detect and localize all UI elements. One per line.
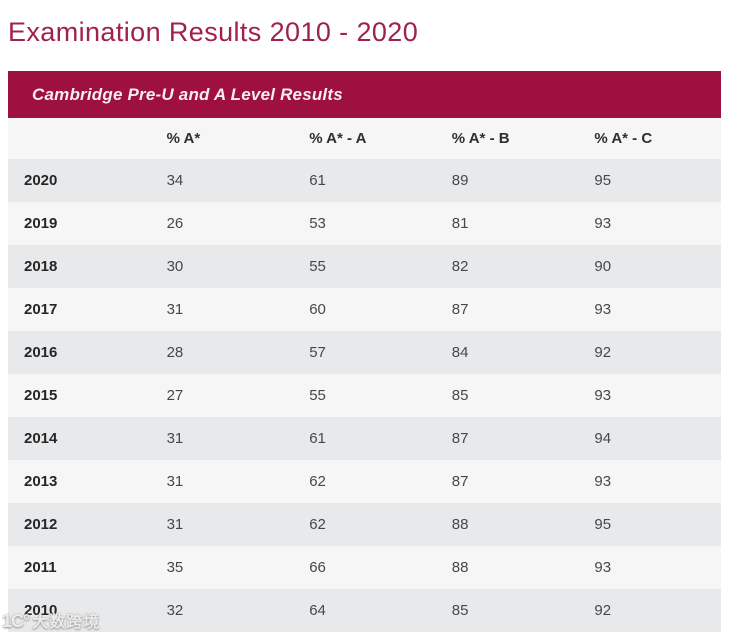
- row-value: 87: [451, 430, 469, 448]
- row-year: 2014: [24, 430, 58, 448]
- row-value: 81: [451, 215, 469, 233]
- row-value: 55: [309, 258, 326, 276]
- row-value: 27: [166, 387, 184, 405]
- row-value: 89: [451, 172, 469, 190]
- row-value: 31: [166, 473, 184, 491]
- row-value: 82: [451, 258, 469, 276]
- column-header-year: [8, 118, 151, 159]
- column-header-b: % A* - B: [451, 130, 510, 148]
- row-value: 87: [451, 301, 469, 319]
- row-year: 2010: [24, 602, 58, 620]
- row-value: 31: [166, 430, 184, 448]
- row-value: 57: [309, 344, 326, 362]
- row-value: 31: [166, 301, 184, 319]
- table-row: 2019 26 53 81 93: [8, 202, 721, 246]
- row-value: 85: [451, 387, 469, 405]
- table-caption-band: Cambridge Pre-U and A Level Results: [8, 71, 721, 119]
- row-value: 31: [166, 516, 184, 534]
- column-header-astar: % A*: [166, 130, 201, 148]
- table-row: 2017 31 60 87 93: [8, 288, 721, 332]
- row-year: 2015: [24, 387, 58, 405]
- table-row: 2020 34 61 89 95: [8, 159, 721, 203]
- row-year: 2019: [24, 215, 58, 233]
- table-row: 2016 28 57 84 92: [8, 331, 721, 375]
- row-year: 2012: [24, 516, 58, 534]
- row-value: 93: [594, 215, 612, 233]
- results-table-head: % A* % A* - A % A* - B % A* - C: [8, 118, 721, 160]
- row-year: 2020: [24, 172, 58, 190]
- table-row: 2011 35 66 88 93: [8, 546, 721, 590]
- row-value: 88: [451, 559, 469, 577]
- row-value: 53: [309, 215, 326, 233]
- row-value: 35: [166, 559, 184, 577]
- table-caption: Cambridge Pre-U and A Level Results: [32, 84, 343, 104]
- results-table-body: 2020 34 61 89 95 2019 26 53 81 93 2018 30 55 82 90 2017…: [8, 159, 721, 633]
- row-year: 2017: [24, 301, 58, 319]
- table-row: 2018 30 55 82 90: [8, 245, 721, 289]
- row-year: 2013: [24, 473, 58, 491]
- row-value: 84: [451, 344, 469, 362]
- table-row: 2010 32 64 85 92: [8, 589, 721, 633]
- row-value: 61: [309, 430, 326, 448]
- row-year: 2016: [24, 344, 58, 362]
- row-value: 93: [594, 387, 612, 405]
- row-value: 88: [451, 516, 469, 534]
- row-value: 55: [309, 387, 326, 405]
- row-value: 66: [309, 559, 326, 577]
- table-row: 2012 31 62 88 95: [8, 503, 721, 547]
- results-table-card: Cambridge Pre-U and A Level Results % A*…: [8, 71, 721, 633]
- row-value: 64: [309, 602, 326, 620]
- row-value: 28: [166, 344, 184, 362]
- table-row: 2015 27 55 85 93: [8, 374, 721, 418]
- row-value: 61: [309, 172, 326, 190]
- column-header-c: % A* - C: [594, 130, 653, 148]
- row-value: 87: [451, 473, 469, 491]
- row-value: 93: [594, 473, 612, 491]
- results-table: % A* % A* - A % A* - B % A* - C 2020 34 61…: [8, 118, 721, 633]
- row-value: 60: [309, 301, 326, 319]
- row-value: 93: [594, 559, 612, 577]
- row-value: 85: [451, 602, 469, 620]
- table-row: 2013 31 62 87 93: [8, 460, 721, 504]
- page-title: Examination Results 2010 - 2020: [8, 17, 419, 47]
- row-value: 90: [594, 258, 612, 276]
- row-value: 62: [309, 516, 326, 534]
- row-value: 94: [594, 430, 612, 448]
- row-value: 92: [594, 602, 612, 620]
- row-year: 2018: [24, 258, 58, 276]
- row-value: 92: [594, 344, 612, 362]
- row-value: 34: [166, 172, 184, 190]
- row-value: 95: [594, 516, 612, 534]
- row-value: 26: [166, 215, 184, 233]
- row-value: 62: [309, 473, 326, 491]
- row-year: 2011: [24, 559, 57, 577]
- row-value: 30: [166, 258, 184, 276]
- column-header-a: % A* - A: [309, 130, 367, 148]
- row-value: 95: [594, 172, 612, 190]
- row-value: 93: [594, 301, 612, 319]
- row-value: 32: [166, 602, 184, 620]
- header-row: % A* % A* - A % A* - B % A* - C: [8, 118, 721, 160]
- table-row: 2014 31 61 87 94: [8, 417, 721, 461]
